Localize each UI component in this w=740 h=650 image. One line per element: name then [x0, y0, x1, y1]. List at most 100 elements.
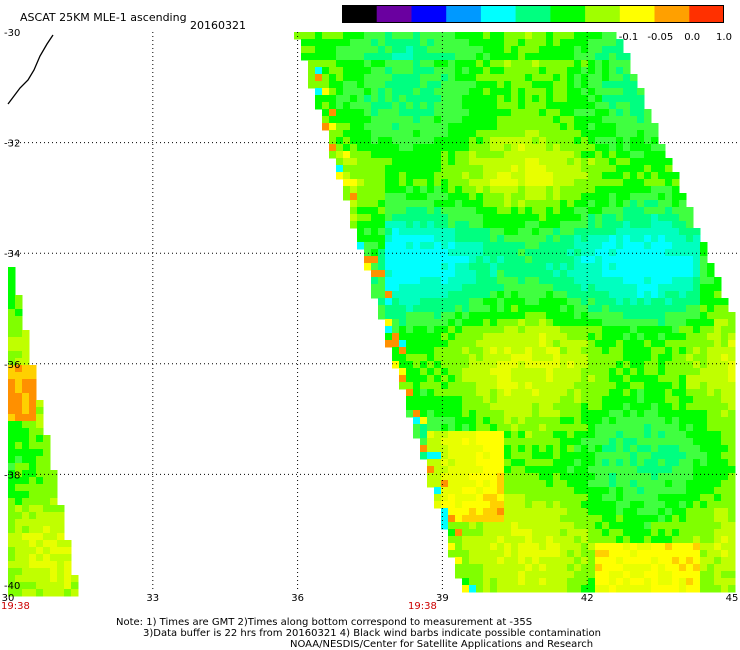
- swath-cell: [728, 487, 736, 495]
- swath-cell: [623, 452, 631, 460]
- swath-cell: [448, 319, 456, 327]
- swath-cell: [686, 221, 694, 229]
- swath-cell: [679, 515, 687, 523]
- swath-cell: [728, 403, 736, 411]
- swath-cell: [371, 74, 379, 82]
- swath-cell: [651, 536, 659, 544]
- swath-cell: [567, 312, 575, 320]
- swath-cell: [658, 270, 666, 278]
- swath-cell: [651, 200, 659, 208]
- swath-cell: [728, 361, 736, 369]
- swath-cell: [609, 46, 617, 54]
- swath-cell: [441, 480, 449, 488]
- swath-cell: [392, 39, 400, 47]
- swath-cell: [392, 179, 400, 187]
- swath-cell: [546, 74, 554, 82]
- swath-cell: [476, 39, 484, 47]
- swath-cell: [490, 39, 498, 47]
- swath-cell: [371, 95, 379, 103]
- swath-cell: [36, 470, 44, 478]
- swath-cell: [560, 130, 568, 138]
- swath-cell: [637, 403, 645, 411]
- swath-cell: [518, 193, 526, 201]
- swath-cell: [8, 379, 16, 387]
- swath-cell: [686, 550, 694, 558]
- swath-cell: [714, 305, 722, 313]
- swath-cell: [658, 151, 666, 159]
- swath-cell: [455, 214, 463, 222]
- swath-cell: [476, 221, 484, 229]
- swath-cell: [672, 452, 680, 460]
- swath-cell: [378, 256, 386, 264]
- swath-cell: [371, 214, 379, 222]
- swath-cell: [532, 466, 540, 474]
- swath-cell: [602, 256, 610, 264]
- swath-cell: [8, 491, 16, 499]
- swath-cell: [483, 144, 491, 152]
- swath-cell: [22, 477, 30, 485]
- swath-cell: [553, 291, 561, 299]
- swath-cell: [588, 81, 596, 89]
- swath-cell: [343, 109, 351, 117]
- swath-cell: [567, 347, 575, 355]
- swath-cell: [532, 305, 540, 313]
- swath-cell: [406, 263, 414, 271]
- swath-cell: [539, 452, 547, 460]
- swath-cell: [462, 109, 470, 117]
- swath-cell: [483, 487, 491, 495]
- swath-cell: [434, 396, 442, 404]
- swath-cell: [651, 459, 659, 467]
- swath-cell: [350, 88, 358, 96]
- swath-cell: [546, 354, 554, 362]
- swath-cell: [36, 463, 44, 471]
- swath-cell: [511, 235, 519, 243]
- swath-cell: [651, 473, 659, 481]
- swath-cell: [518, 550, 526, 558]
- swath-cell: [567, 88, 575, 96]
- swath-cell: [385, 284, 393, 292]
- swath-cell: [36, 421, 44, 429]
- swath-cell: [707, 487, 715, 495]
- swath-cell: [630, 522, 638, 530]
- swath-cell: [665, 466, 673, 474]
- swath-cell: [686, 396, 694, 404]
- swath-cell: [609, 550, 617, 558]
- swath-cell: [539, 543, 547, 551]
- swath-cell: [504, 501, 512, 509]
- swath-cell: [665, 550, 673, 558]
- swath-cell: [476, 81, 484, 89]
- swath-cell: [413, 312, 421, 320]
- swath-cell: [553, 354, 561, 362]
- swath-cell: [441, 431, 449, 439]
- swath-cell: [644, 564, 652, 572]
- swath-cell: [43, 533, 51, 541]
- swath-cell: [574, 130, 582, 138]
- swath-cell: [616, 102, 624, 110]
- swath-cell: [630, 368, 638, 376]
- swath-cell: [434, 312, 442, 320]
- swath-cell: [71, 589, 79, 597]
- swath-cell: [378, 60, 386, 68]
- swath-cell: [672, 291, 680, 299]
- swath-cell: [560, 263, 568, 271]
- swath-cell: [539, 382, 547, 390]
- swath-cell: [413, 109, 421, 117]
- swath-cell: [553, 200, 561, 208]
- swath-cell: [623, 263, 631, 271]
- swath-cell: [469, 515, 477, 523]
- swath-cell: [581, 578, 589, 586]
- swath-cell: [553, 494, 561, 502]
- swath-cell: [511, 515, 519, 523]
- swath-cell: [574, 312, 582, 320]
- swath-cell: [721, 319, 729, 327]
- swath-cell: [602, 263, 610, 271]
- swath-cell: [539, 74, 547, 82]
- swath-cell: [490, 88, 498, 96]
- swath-cell: [546, 46, 554, 54]
- swath-cell: [616, 543, 624, 551]
- swath-cell: [665, 522, 673, 530]
- swath-cell: [721, 473, 729, 481]
- swath-cell: [595, 116, 603, 124]
- swath-cell: [539, 550, 547, 558]
- swath-cell: [581, 347, 589, 355]
